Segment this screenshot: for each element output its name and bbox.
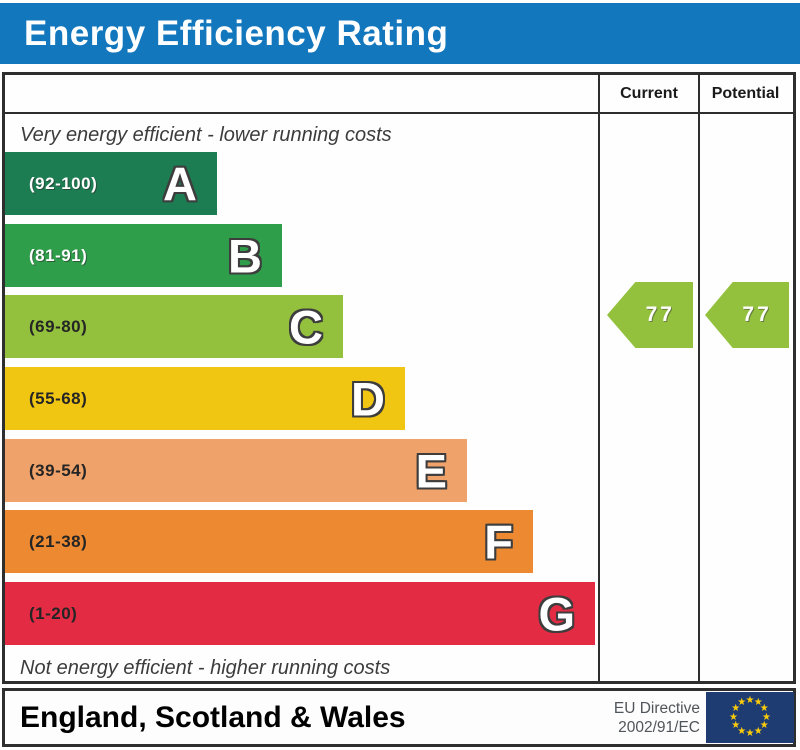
title-bar: Energy Efficiency Rating	[0, 3, 800, 64]
eu-flag-star-icon: ★	[737, 697, 747, 709]
eu-flag-star-icon: ★	[745, 728, 755, 739]
band-range-label: (81-91)	[29, 245, 88, 265]
top-note: Very energy efficient - lower running co…	[20, 124, 392, 146]
eu-flag-star-icon: ★	[759, 703, 769, 715]
eu-flag-star-icon: ★	[753, 697, 763, 709]
eu-flag-star-icon: ★	[745, 695, 755, 706]
bottom-note: Not energy efficient - higher running co…	[20, 657, 391, 679]
band-letter: D	[351, 372, 385, 425]
eu-flag-star-icon: ★	[729, 711, 738, 723]
potential-column-divider	[698, 75, 700, 681]
band-row-e: (39-54) E	[5, 439, 467, 502]
band-range-label: (69-80)	[29, 316, 88, 336]
band-row-g: (1-20) G	[5, 582, 595, 645]
rating-table: Current Potential Very energy efficient …	[2, 72, 796, 684]
eu-flag-star-icon: ★	[759, 719, 769, 731]
eu-directive-line1: EU Directive	[613, 700, 700, 717]
band-row-b: (81-91) B	[5, 224, 282, 287]
eu-flag-icon: ★ ★ ★ ★ ★ ★ ★ ★ ★ ★ ★ ★	[706, 692, 794, 743]
eu-directive-line2: 2002/91/EC	[618, 719, 700, 736]
band-letter: B	[228, 229, 262, 282]
current-rating-value: 77	[645, 303, 675, 326]
band-row-c: (69-80) C	[5, 295, 343, 358]
eu-flag-star-icon: ★	[731, 703, 741, 715]
potential-rating-value: 77	[742, 303, 772, 326]
band-row-a: (92-100) A	[5, 152, 217, 215]
band-letter: A	[163, 157, 197, 210]
header-divider	[5, 112, 793, 114]
page-title: Energy Efficiency Rating	[24, 13, 449, 53]
band-range-label: (21-38)	[29, 531, 88, 551]
eu-directive-label: EU Directive 2002/91/EC	[614, 699, 700, 737]
band-letter: C	[289, 300, 323, 353]
eu-flag-star-icon: ★	[762, 711, 771, 723]
potential-rating-arrow: 77	[705, 282, 789, 348]
band-letter: F	[484, 515, 513, 568]
band-range-label: (55-68)	[29, 388, 88, 408]
region-label: England, Scotland & Wales	[20, 701, 406, 734]
current-column-divider	[598, 75, 600, 681]
eu-flag-star-icon: ★	[753, 725, 763, 737]
potential-column-header: Potential	[711, 85, 780, 102]
band-letter: E	[415, 444, 447, 497]
eu-flag-star-icon: ★	[737, 725, 747, 737]
current-column-header: Current	[620, 85, 678, 102]
footer: England, Scotland & Wales EU Directive 2…	[2, 688, 796, 747]
current-rating-arrow: 77	[607, 282, 693, 348]
band-row-f: (21-38) F	[5, 510, 533, 573]
band-range-label: (39-54)	[29, 460, 88, 480]
band-row-d: (55-68) D	[5, 367, 405, 430]
band-range-label: (92-100)	[29, 173, 98, 193]
band-range-label: (1-20)	[29, 603, 78, 623]
eu-flag-star-icon: ★	[731, 719, 741, 731]
band-letter: G	[538, 587, 575, 640]
